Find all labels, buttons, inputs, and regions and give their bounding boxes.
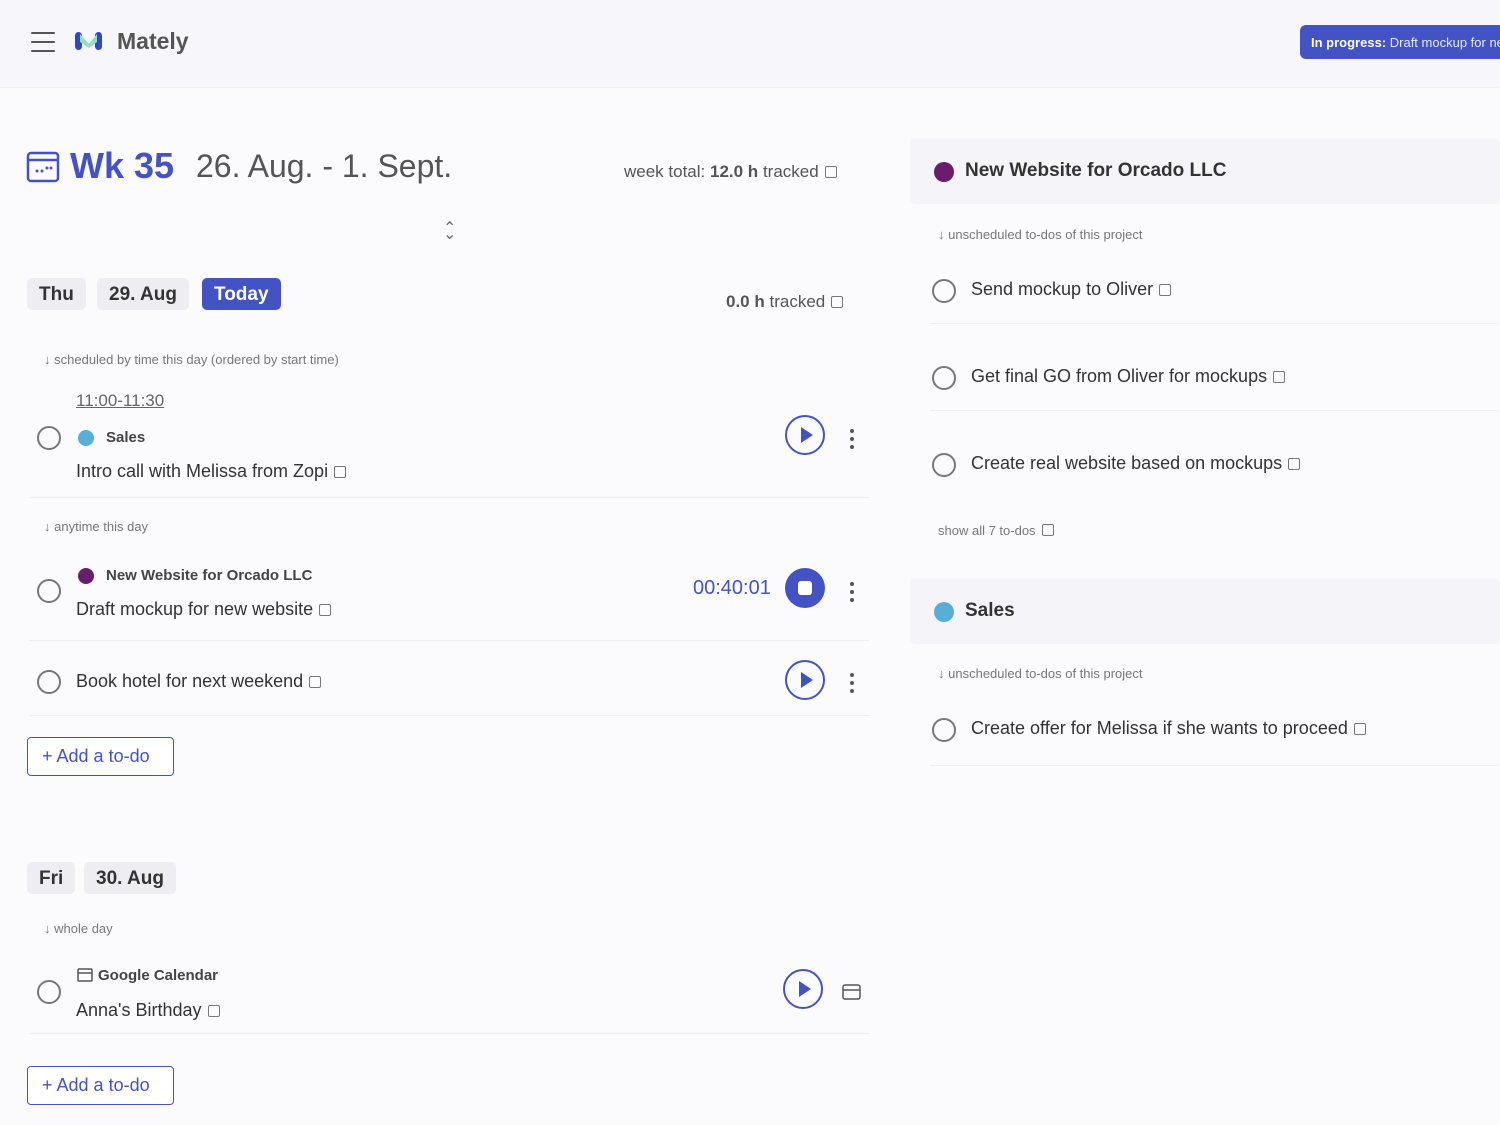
task-project: Sales: [106, 429, 146, 446]
external-link-icon[interactable]: [1159, 284, 1172, 296]
add-todo-button[interactable]: + Add a to-do: [27, 737, 174, 776]
project-header[interactable]: [910, 578, 1500, 644]
menu-icon[interactable]: [31, 32, 55, 52]
calendar-icon: [77, 968, 93, 982]
external-link-icon[interactable]: [319, 604, 332, 616]
section-label: ↓ unscheduled to-dos of this project: [938, 227, 1143, 242]
task-project: Google Calendar: [98, 967, 219, 984]
week-number: Wk 35: [70, 145, 175, 186]
section-label: ↓ unscheduled to-dos of this project: [938, 666, 1143, 681]
project-dot: [78, 568, 94, 584]
project-dot: [934, 602, 954, 622]
timer: 00:40:01: [693, 577, 771, 599]
show-all-link[interactable]: show all 7 to-dos: [938, 523, 1054, 538]
task-checkbox[interactable]: [37, 670, 61, 694]
section-label: ↓ anytime this day: [44, 519, 149, 534]
external-link-icon[interactable]: [334, 466, 347, 478]
section-label: ↓ whole day: [44, 921, 113, 936]
external-link-icon[interactable]: [831, 296, 844, 308]
external-link-icon[interactable]: [1353, 723, 1366, 735]
in-progress-label: In progress:: [1311, 35, 1387, 50]
project-name: Sales: [965, 600, 1015, 621]
play-button[interactable]: [785, 415, 825, 455]
task-title[interactable]: Intro call with Melissa from Zopi: [76, 461, 347, 482]
divider: [930, 410, 1500, 411]
task-time[interactable]: 11:00-11:30: [76, 391, 165, 410]
stop-button[interactable]: [785, 568, 825, 608]
expand-collapse-icon[interactable]: ⌃ ⌄: [443, 220, 457, 243]
day-date: 30. Aug: [84, 862, 176, 894]
task-title[interactable]: Book hotel for next weekend: [76, 671, 322, 692]
divider: [30, 1033, 870, 1034]
add-todo-button[interactable]: + Add a to-do: [27, 1066, 174, 1105]
external-link-icon[interactable]: [309, 676, 322, 688]
divider: [930, 765, 1500, 766]
week-total: week total: 12.0 h tracked: [624, 162, 837, 182]
external-link-icon[interactable]: [824, 166, 837, 178]
todo-title[interactable]: Send mockup to Oliver: [971, 279, 1172, 300]
task-checkbox[interactable]: [37, 980, 61, 1004]
divider: [30, 715, 870, 716]
more-menu-icon[interactable]: [850, 673, 856, 693]
todo-checkbox[interactable]: [932, 279, 956, 303]
divider: [30, 640, 870, 641]
divider: [930, 323, 1500, 324]
project-header[interactable]: [910, 138, 1500, 204]
todo-checkbox[interactable]: [932, 366, 956, 390]
in-progress-task: Draft mockup for new website: [1389, 35, 1500, 50]
task-checkbox[interactable]: [37, 426, 61, 450]
section-label: ↓ scheduled by time this day (ordered by…: [44, 352, 339, 367]
external-link-icon[interactable]: [207, 1005, 220, 1017]
play-button[interactable]: [783, 969, 823, 1009]
calendar-event-icon[interactable]: [842, 983, 862, 1001]
external-link-icon[interactable]: [1288, 458, 1301, 470]
task-title[interactable]: Draft mockup for new website: [76, 599, 332, 620]
todo-title[interactable]: Create real website based on mockups: [971, 453, 1301, 474]
project-name: New Website for Orcado LLC: [965, 160, 1227, 181]
todo-title[interactable]: Get final GO from Oliver for mockups: [971, 366, 1286, 387]
in-progress-banner[interactable]: In progress: Draft mockup for new websit…: [1300, 25, 1500, 59]
project-dot: [934, 162, 954, 182]
day-weekday: Fri: [27, 862, 76, 894]
calendar-icon: [26, 151, 60, 183]
mately-logo-icon: [75, 32, 102, 50]
project-dot: [78, 430, 94, 446]
day-tracked: 0.0 h tracked: [726, 292, 844, 312]
more-menu-icon[interactable]: [850, 429, 856, 449]
todo-checkbox[interactable]: [932, 718, 956, 742]
top-bar: [0, 0, 1500, 88]
todo-title[interactable]: Create offer for Melissa if she wants to…: [971, 718, 1366, 739]
more-menu-icon[interactable]: [850, 582, 856, 602]
external-link-icon[interactable]: [1273, 371, 1286, 383]
todo-checkbox[interactable]: [932, 453, 956, 477]
today-badge: Today: [202, 278, 281, 310]
play-button[interactable]: [785, 660, 825, 700]
day-date: 29. Aug: [97, 278, 189, 310]
day-weekday: Thu: [27, 278, 86, 310]
task-project: New Website for Orcado LLC: [106, 567, 313, 584]
week-range: 26. Aug. - 1. Sept.: [196, 148, 453, 184]
app-name: Mately: [117, 28, 189, 54]
task-checkbox[interactable]: [37, 579, 61, 603]
external-link-icon[interactable]: [1041, 524, 1054, 536]
divider: [30, 497, 870, 498]
task-title[interactable]: Anna's Birthday: [76, 1000, 220, 1021]
